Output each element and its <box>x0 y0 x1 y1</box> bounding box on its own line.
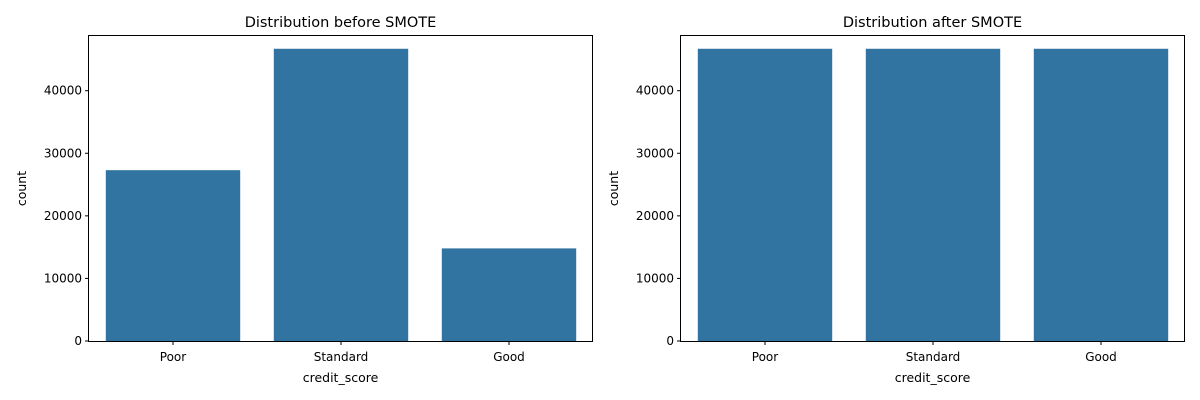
x-tick-label: Good <box>493 350 525 364</box>
x-ticks: Poor Standard Good <box>752 341 1117 364</box>
x-axis-label: credit_score <box>303 370 379 385</box>
x-tick-label: Poor <box>752 350 778 364</box>
x-tick-label: Poor <box>160 350 186 364</box>
y-tick-label: 20000 <box>44 209 82 223</box>
bar-good <box>441 248 577 341</box>
x-axis-label: credit_score <box>895 370 971 385</box>
y-axis-label: count <box>14 171 29 206</box>
plot-frame <box>88 35 593 342</box>
x-tick-label: Standard <box>314 350 369 364</box>
y-tick-label: 10000 <box>636 271 674 285</box>
y-tick-label: 40000 <box>636 84 674 98</box>
y-tick-label: 0 <box>74 334 82 348</box>
bar-poor <box>105 170 241 341</box>
y-tick-label: 30000 <box>44 146 82 160</box>
chart-title: Distribution after SMOTE <box>843 15 1022 31</box>
bar-good <box>1033 48 1169 342</box>
y-axis-label: count <box>606 171 621 206</box>
y-tick-label: 30000 <box>636 146 674 160</box>
chart-before-smote: Distribution before SMOTE 0 10000 20000 300… <box>14 15 593 385</box>
chart-after-smote: Distribution after SMOTE 0 10000 20000 3000… <box>606 15 1185 385</box>
chart-title: Distribution before SMOTE <box>245 15 437 31</box>
plot-frame <box>680 35 1185 342</box>
x-tick-label: Good <box>1085 350 1117 364</box>
bars <box>105 48 577 342</box>
y-ticks: 0 10000 20000 30000 40000 <box>44 84 89 348</box>
bar-standard <box>273 48 409 342</box>
y-ticks: 0 10000 20000 30000 40000 <box>636 84 681 348</box>
x-ticks: Poor Standard Good <box>160 341 525 364</box>
y-tick-label: 40000 <box>44 84 82 98</box>
bar-poor <box>697 48 833 342</box>
x-tick-label: Standard <box>906 350 961 364</box>
y-tick-label: 0 <box>666 334 674 348</box>
bar-standard <box>865 48 1001 342</box>
bars <box>697 48 1169 342</box>
y-tick-label: 20000 <box>636 209 674 223</box>
y-tick-label: 10000 <box>44 271 82 285</box>
